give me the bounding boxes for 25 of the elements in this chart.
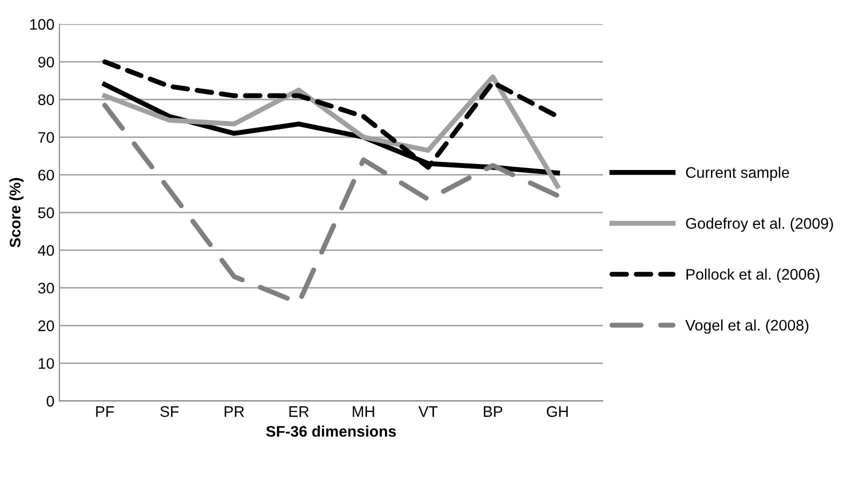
y-tick-label: 80 <box>38 94 54 106</box>
x-tick-label: PF <box>96 406 114 417</box>
x-axis-title: SF-36 dimensions <box>266 426 396 437</box>
y-tick-label: 30 <box>38 282 54 294</box>
y-tick-label: 0 <box>46 396 54 407</box>
y-tick-label: 60 <box>38 170 54 181</box>
x-tick-label: ER <box>289 406 309 417</box>
legend-label: Pollock et al. (2006) <box>686 268 820 283</box>
y-tick-label: 40 <box>38 245 54 256</box>
x-tick-label: MH <box>352 406 374 417</box>
legend-label: Current sample <box>686 166 790 181</box>
legend-label: Godefroy et al. (2009) <box>686 218 833 232</box>
y-tick-label: 50 <box>38 207 54 218</box>
y-axis-title: Score (%) <box>9 178 24 248</box>
y-tick-label: 20 <box>38 320 54 332</box>
y-tick-label: 90 <box>38 56 54 68</box>
x-tick-label: SF <box>160 406 179 417</box>
y-tick-label: 70 <box>38 132 54 143</box>
x-tick-label: VT <box>418 406 438 417</box>
y-tick-label: 10 <box>38 358 54 369</box>
legend-label: Vogel et al. (2008) <box>685 319 808 334</box>
x-tick-label: PR <box>224 406 244 417</box>
x-tick-label: BP <box>484 406 502 417</box>
x-tick-label: GH <box>546 406 568 417</box>
y-tick-label: 100 <box>30 19 54 30</box>
